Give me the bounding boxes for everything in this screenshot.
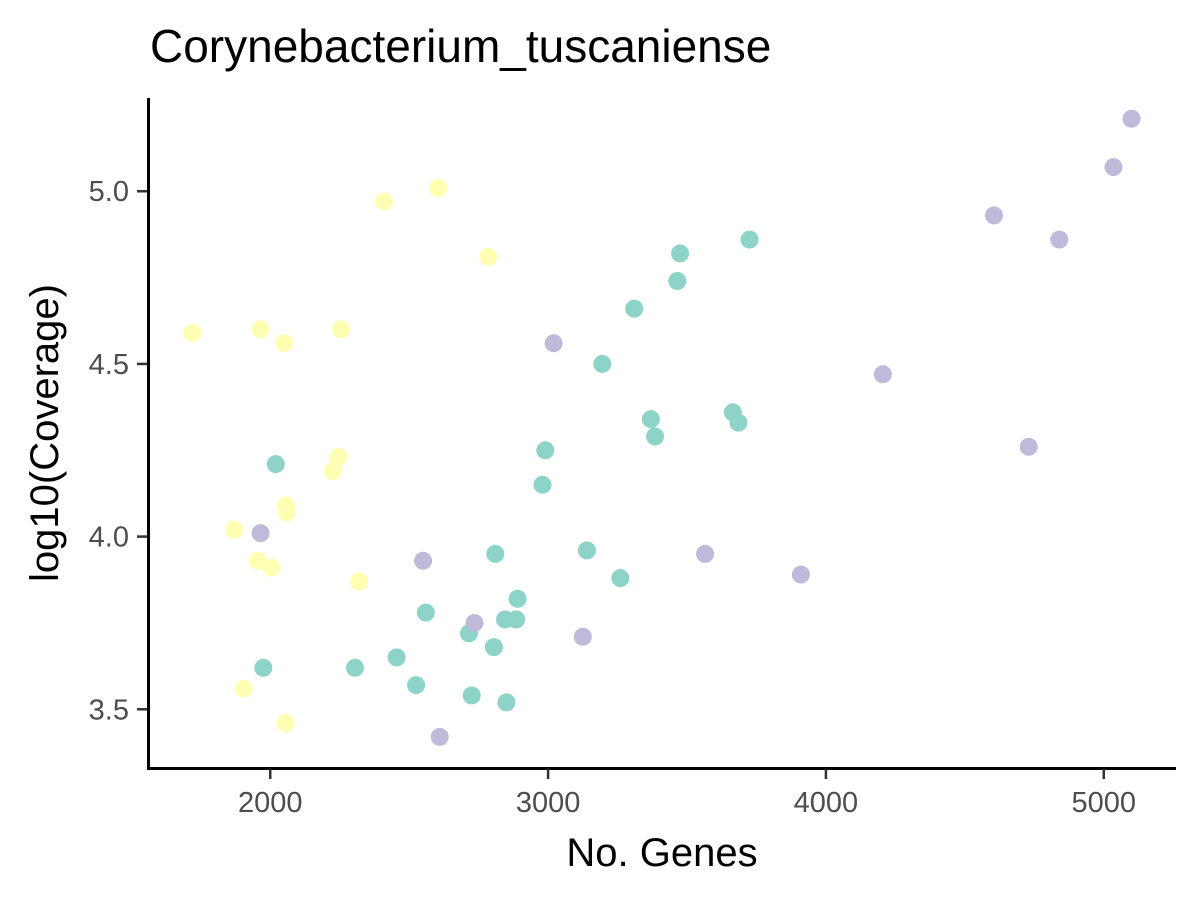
data-point [1050, 230, 1069, 249]
data-point [254, 658, 273, 677]
data-point [251, 524, 270, 543]
data-point [497, 693, 516, 712]
x-axis-title: No. Genes [566, 831, 757, 875]
x-axis-ticks: 2000 3000 4000 5000 [238, 769, 1136, 819]
data-point [248, 551, 267, 570]
data-point [577, 541, 596, 560]
y-axis-title: log10(Coverage) [23, 284, 67, 582]
x-tick-label: 5000 [1072, 787, 1137, 819]
data-point [266, 455, 285, 474]
data-point [225, 520, 244, 539]
data-point [234, 679, 253, 698]
data-point [791, 565, 810, 584]
y-tick-label: 4.0 [89, 522, 129, 554]
data-point [1019, 437, 1038, 456]
data-point [696, 544, 715, 563]
data-point [484, 638, 503, 657]
x-tick-label: 4000 [794, 787, 859, 819]
data-point [276, 714, 295, 733]
data-point [873, 365, 892, 384]
data-points [183, 109, 1141, 746]
data-point [641, 410, 660, 429]
data-point [486, 544, 505, 563]
y-axis-ticks: 3.5 4.0 4.5 5.0 [89, 176, 147, 726]
data-point [323, 461, 342, 480]
data-point [183, 323, 202, 342]
data-point [593, 354, 612, 373]
data-point [536, 441, 555, 460]
data-point [985, 206, 1004, 225]
x-tick-label: 2000 [238, 787, 303, 819]
data-point [671, 244, 690, 263]
y-tick-label: 5.0 [89, 176, 129, 208]
data-point [429, 178, 448, 197]
data-point [611, 569, 630, 588]
data-point [345, 658, 364, 677]
data-point [416, 603, 435, 622]
data-point [350, 572, 369, 591]
data-point [375, 192, 394, 211]
data-point [508, 589, 527, 608]
data-point [329, 448, 348, 467]
data-point [1104, 158, 1123, 177]
data-point [430, 727, 449, 746]
data-point [414, 551, 433, 570]
data-point [573, 627, 592, 646]
data-point [462, 686, 481, 705]
data-point [729, 413, 748, 432]
data-point [407, 676, 426, 695]
data-point [646, 427, 665, 446]
chart-title: Corynebacterium_tuscaniense [150, 20, 771, 72]
data-point [625, 299, 644, 318]
data-point [387, 648, 406, 667]
x-tick-label: 3000 [516, 787, 581, 819]
data-point [1122, 109, 1141, 128]
data-point [740, 230, 759, 249]
data-point [479, 247, 498, 266]
data-point [465, 613, 484, 632]
data-point [251, 320, 270, 339]
data-point [262, 558, 281, 577]
data-point [544, 334, 563, 353]
y-tick-label: 4.5 [89, 349, 129, 381]
data-point [533, 475, 552, 494]
data-point [277, 503, 296, 522]
data-point [668, 272, 687, 291]
data-point [507, 610, 526, 629]
y-tick-label: 3.5 [89, 694, 129, 726]
data-point [275, 334, 294, 353]
data-point [332, 320, 351, 339]
